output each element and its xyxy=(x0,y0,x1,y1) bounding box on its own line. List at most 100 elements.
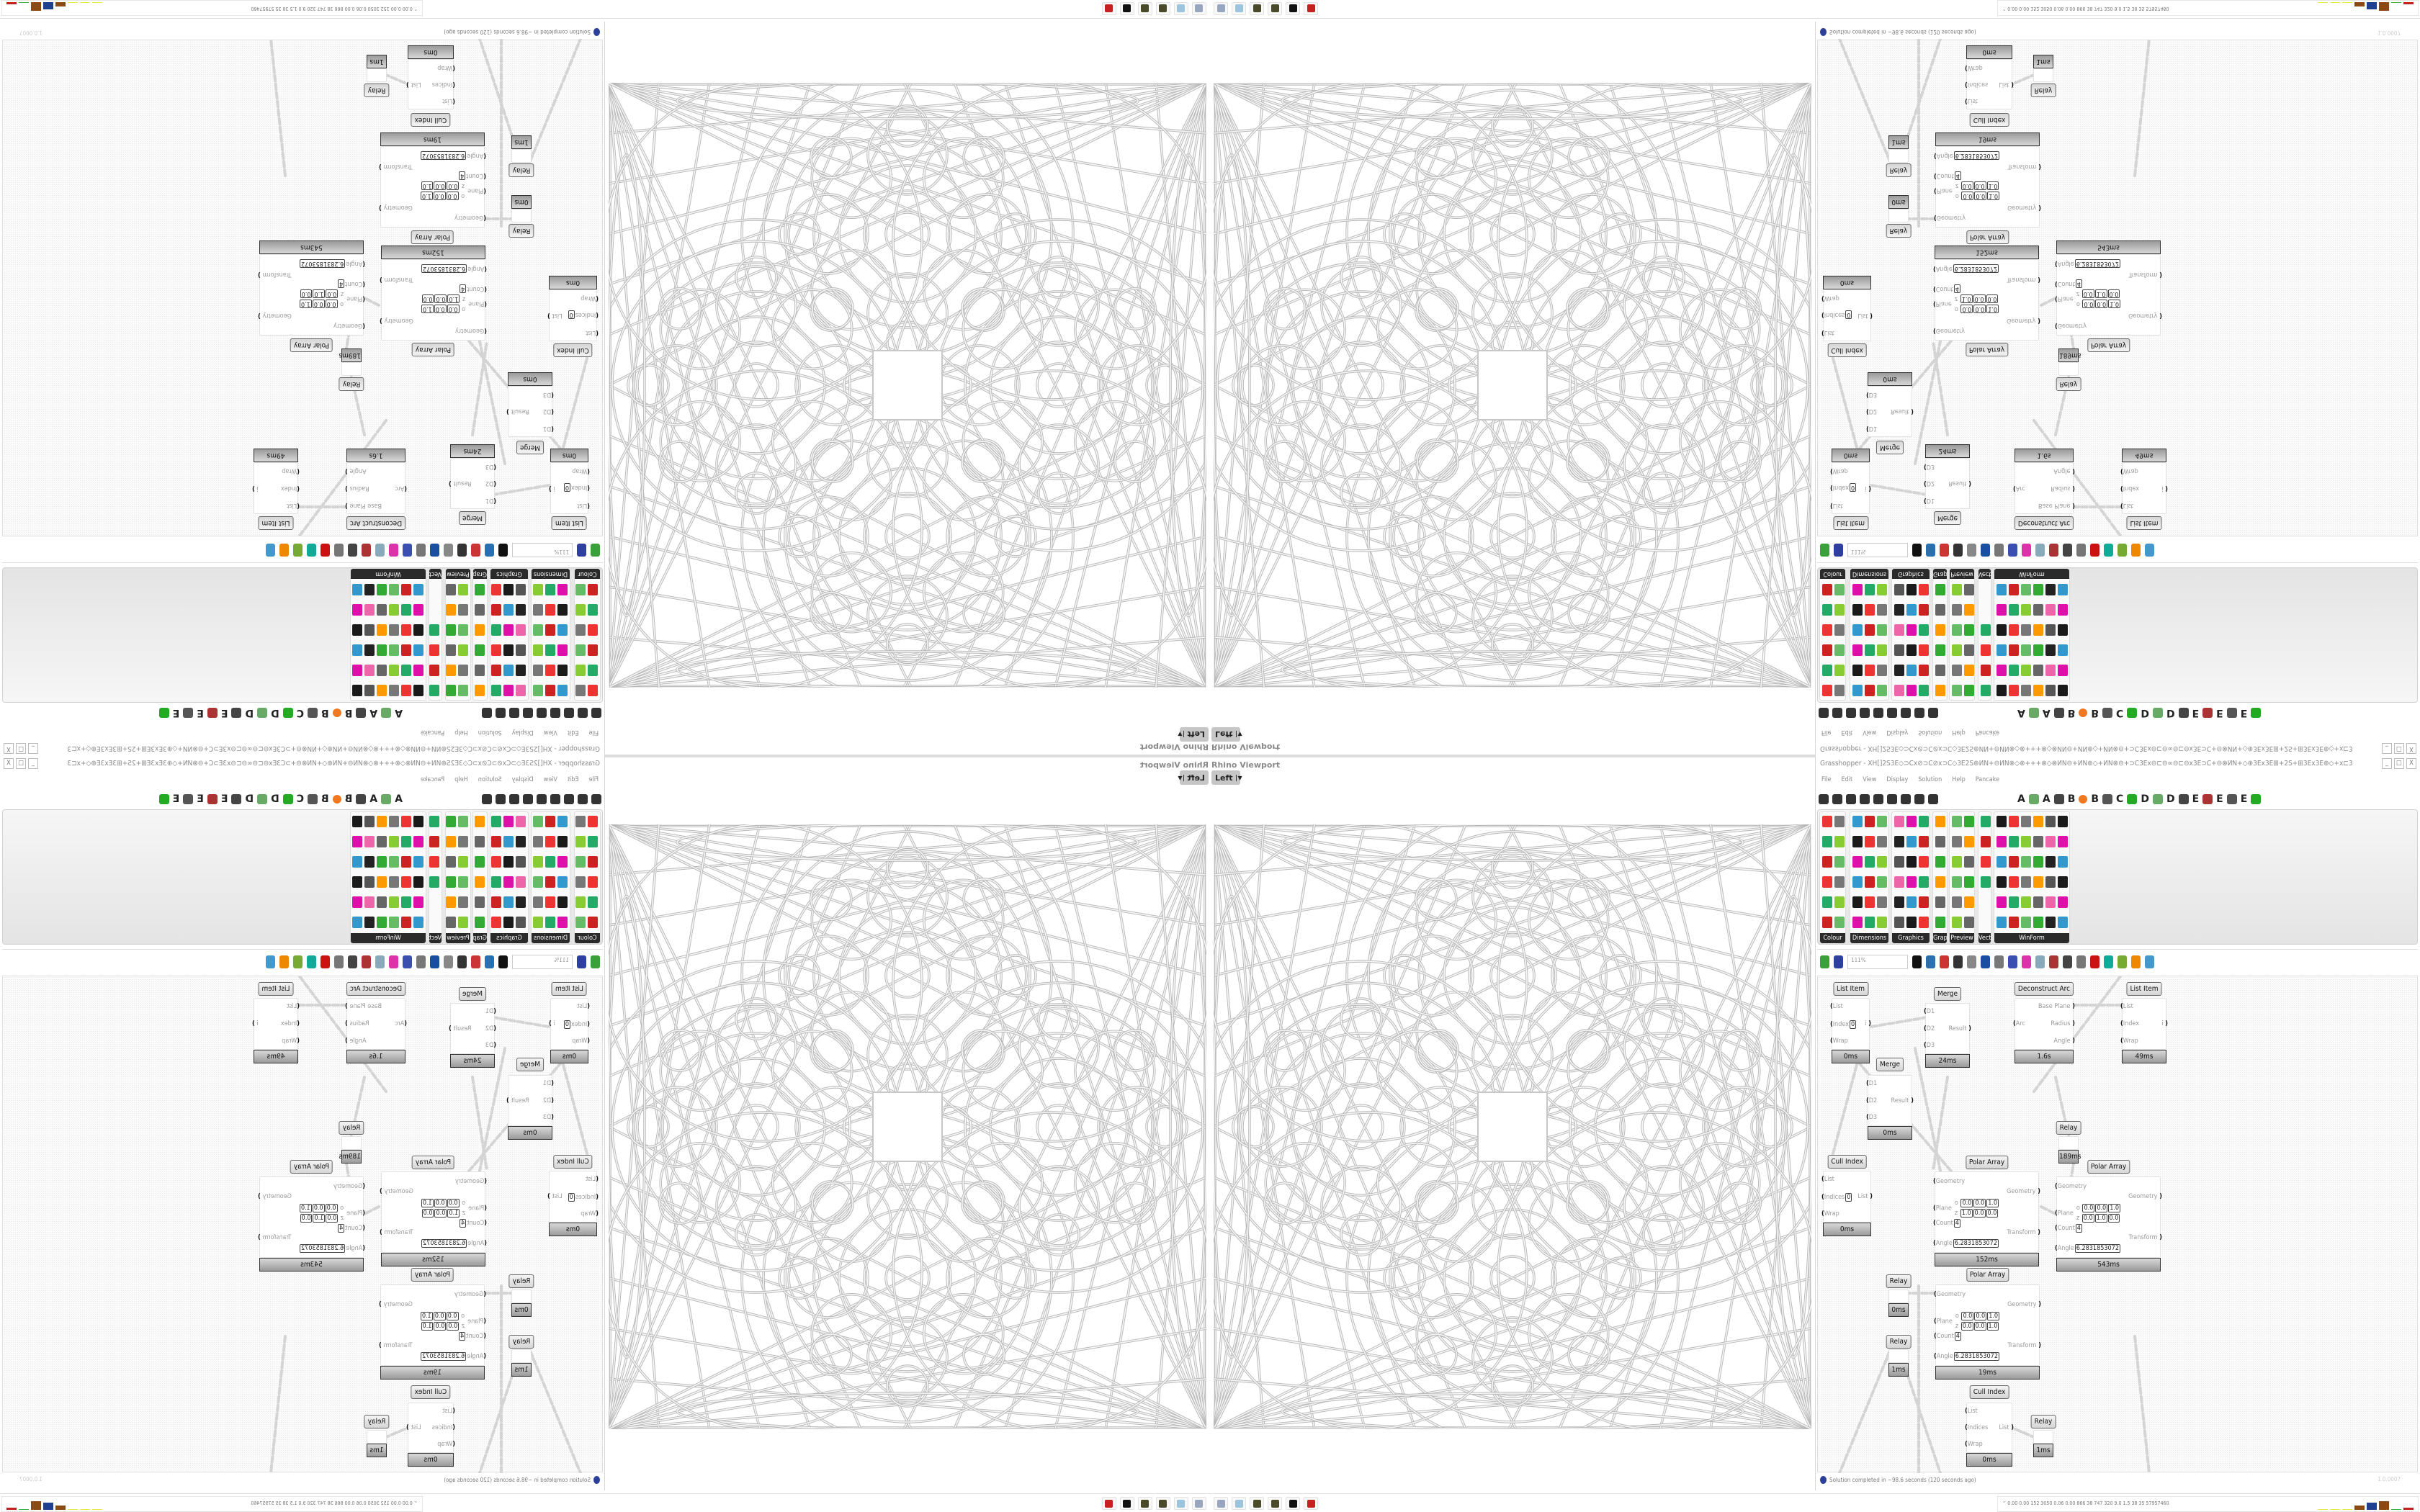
canvas-tool-icon[interactable] xyxy=(498,544,508,557)
close-button[interactable]: X xyxy=(4,743,14,754)
menu-view[interactable]: View xyxy=(543,729,557,736)
output-transform[interactable]: Transform ) xyxy=(258,1234,292,1241)
input-connector[interactable]: ( xyxy=(551,1097,554,1104)
component-icon[interactable] xyxy=(1877,604,1887,616)
menu-view[interactable]: View xyxy=(543,776,557,783)
tab-letter-3[interactable]: B xyxy=(2091,793,2099,805)
component-icon[interactable] xyxy=(352,816,362,827)
canvas-tool-icon[interactable] xyxy=(2035,955,2045,968)
input-connector[interactable]: ( xyxy=(1934,1352,1937,1360)
component-icon[interactable] xyxy=(475,665,485,676)
component-icon[interactable] xyxy=(557,816,568,827)
close-button[interactable]: X xyxy=(4,758,14,769)
component-body[interactable]: (List (Indices (Wrap List ) xyxy=(406,1403,455,1453)
tab-letter-4[interactable]: C xyxy=(296,707,304,719)
canvas-tool-icon[interactable] xyxy=(2049,955,2058,968)
menu-pancake[interactable]: Pancake xyxy=(1975,776,2000,783)
input-connector[interactable]: ( xyxy=(1933,1239,1936,1247)
component-icon[interactable] xyxy=(377,917,387,928)
tab-letter-1[interactable]: A xyxy=(369,707,378,719)
canvas-tool-icon[interactable] xyxy=(279,955,289,968)
tab-letter-6[interactable]: D xyxy=(2166,793,2175,805)
component-icon[interactable] xyxy=(1935,876,1945,888)
canvas-tool-icon[interactable] xyxy=(2008,955,2017,968)
input-connector[interactable]: ( xyxy=(1866,1097,1869,1104)
component-icon[interactable] xyxy=(1935,644,1945,656)
tab-letter-1[interactable]: A xyxy=(2042,707,2051,719)
component-icon[interactable] xyxy=(2009,604,2019,616)
input-d2[interactable]: (D2 xyxy=(543,1097,554,1104)
component-icon[interactable] xyxy=(1996,896,2007,908)
output-connector[interactable]: ) xyxy=(406,81,411,88)
input-value[interactable]: 4 xyxy=(1954,171,1961,181)
output-connector[interactable]: ) xyxy=(449,480,454,487)
plane-o-x[interactable]: 0.0 xyxy=(1961,191,1974,200)
plane-o-x[interactable]: 0.0 xyxy=(1960,1199,1973,1208)
component-icon[interactable] xyxy=(1834,816,1845,827)
component-title[interactable]: List Item xyxy=(551,982,588,996)
input-arc[interactable]: (Arc xyxy=(2013,485,2025,492)
input-connector[interactable]: ( xyxy=(297,467,300,474)
tab-letter-8[interactable]: E xyxy=(2216,707,2223,719)
output-connector[interactable]: ) xyxy=(2035,276,2040,284)
component-title[interactable]: Deconstruct Arc xyxy=(2014,982,2074,996)
component-icon[interactable] xyxy=(1865,644,1875,656)
new-file-icon[interactable] xyxy=(1820,955,1829,968)
plane-o-x[interactable]: 0.0 xyxy=(2082,299,2095,308)
output-connector[interactable]: ) xyxy=(2157,1193,2162,1201)
component-icon[interactable] xyxy=(503,604,514,616)
component-icon[interactable] xyxy=(1906,584,1917,595)
component-icon[interactable] xyxy=(545,644,555,656)
component-icon[interactable] xyxy=(2033,604,2043,616)
canvas-tool-icon[interactable] xyxy=(307,955,316,968)
canvas-tool-icon[interactable] xyxy=(1940,955,1949,968)
component-icon[interactable] xyxy=(1964,644,1974,656)
input-value[interactable]: 0 xyxy=(563,483,571,492)
output-list[interactable]: List ) xyxy=(547,1193,563,1200)
component-icon[interactable] xyxy=(1894,816,1904,827)
input-count[interactable]: (Count4 xyxy=(460,284,487,294)
component-icon[interactable] xyxy=(1981,685,1991,696)
panel-label[interactable]: Dimensions xyxy=(1850,569,1888,579)
plane-z-x[interactable]: 0.0 xyxy=(326,289,339,298)
plane-o-z[interactable]: 1.0 xyxy=(299,1204,312,1213)
output-connector[interactable]: ) xyxy=(2070,1038,2075,1045)
component-icon[interactable] xyxy=(429,836,439,847)
input-value[interactable]: 6.2831853072 xyxy=(300,1243,346,1253)
input-connector[interactable]: ( xyxy=(1965,1424,1968,1431)
input-connector[interactable]: ( xyxy=(297,485,300,492)
maximize-button[interactable]: □ xyxy=(2394,743,2404,754)
output-transform[interactable]: Transform ) xyxy=(380,276,413,283)
component-body[interactable]: (Arc Base Plane ) Radius ) Angle ) xyxy=(2013,462,2075,514)
output-base-plane[interactable]: Base Plane ) xyxy=(2038,502,2075,509)
input-connector[interactable]: ( xyxy=(483,1318,486,1326)
input-list[interactable]: (List xyxy=(1830,1003,1843,1010)
component-icon[interactable] xyxy=(1952,917,1962,928)
input-connector[interactable]: ( xyxy=(297,1020,300,1027)
component-icon[interactable] xyxy=(446,836,456,847)
input-connector[interactable]: ( xyxy=(2055,1244,2058,1252)
menu-file[interactable]: File xyxy=(588,776,599,783)
input-wrap[interactable]: (Wrap xyxy=(437,64,455,71)
tab-icon[interactable] xyxy=(1873,708,1883,718)
panel-label[interactable]: Vect... xyxy=(423,933,442,943)
output-connector[interactable]: ) xyxy=(2036,1301,2041,1309)
maximize-button[interactable]: □ xyxy=(16,743,26,754)
input-connector[interactable]: ( xyxy=(2055,1210,2058,1218)
chevron-up-icon[interactable]: ⌃ xyxy=(2002,1500,2008,1506)
component-title[interactable]: Relay xyxy=(508,1335,534,1349)
output-connector[interactable]: ) xyxy=(2157,1233,2162,1241)
component-icon[interactable] xyxy=(503,816,514,827)
input-d1[interactable]: (D1 xyxy=(1924,1008,1935,1015)
view-selector-button[interactable]: Left ▼ xyxy=(1178,770,1209,785)
component-icon[interactable] xyxy=(1996,876,2007,888)
component-icon[interactable] xyxy=(2009,816,2019,827)
input-list[interactable]: (List xyxy=(1965,97,1978,104)
component-title[interactable]: Relay xyxy=(508,1274,534,1288)
canvas-tool-icon[interactable] xyxy=(2104,955,2113,968)
input-list[interactable]: (List xyxy=(1965,1408,1978,1415)
input-wrap[interactable]: (Wrap xyxy=(1830,1038,1848,1045)
component-icon[interactable] xyxy=(458,836,468,847)
